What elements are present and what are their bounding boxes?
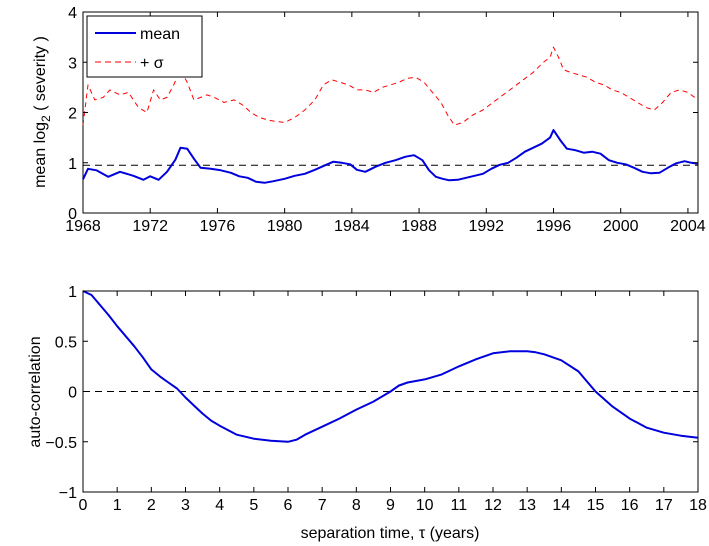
x-tick-label: 8 (352, 497, 361, 514)
y-tick-label: 2 (68, 106, 77, 123)
x-tick-label: 16 (621, 497, 639, 514)
y-tick-label: −0.5 (45, 435, 77, 452)
legend-box (86, 15, 203, 78)
x-tick-label: 1980 (267, 218, 303, 235)
x-tick-label: 11 (451, 497, 468, 514)
series-line-mean (82, 129, 699, 184)
x-tick-label: 9 (386, 497, 395, 514)
y-tick-label: 1 (68, 156, 77, 173)
x-tick-label: 15 (587, 497, 605, 514)
x-tick-label: 2 (147, 497, 156, 514)
x-tick-label: 7 (318, 497, 327, 514)
bottom-x-ticks: 0 1 2 3 4 5 6 7 8 9 10 11 12 13 14 15 16 17 18 (79, 291, 707, 514)
series-line-sigma (82, 46, 699, 126)
top-series-group (82, 46, 699, 184)
top-y-axis-label: mean log2 ( severity ) (32, 36, 53, 188)
top-legend: mean + σ (86, 15, 203, 78)
x-tick-label: 17 (655, 497, 673, 514)
top-y-ticks: 0 1 2 3 4 (68, 5, 698, 223)
x-tick-label: 12 (484, 497, 502, 514)
legend-sigma-label: + σ (140, 55, 164, 72)
y-tick-label: −1 (59, 485, 77, 502)
x-tick-label: 2000 (603, 218, 639, 235)
x-tick-label: 1972 (132, 218, 168, 235)
x-tick-label: 2004 (670, 218, 706, 235)
x-tick-label: 18 (689, 497, 707, 514)
y-tick-label: 0.5 (55, 334, 77, 351)
x-tick-label: 10 (416, 497, 434, 514)
x-tick-label: 0 (79, 497, 88, 514)
x-tick-label: 1988 (401, 218, 437, 235)
y-tick-label: 3 (68, 55, 77, 72)
bottom-y-axis-label: auto-correlation (27, 336, 44, 447)
top-x-ticks: 1968 1972 1976 1980 1984 1988 1992 1996 2000 2004 (65, 12, 706, 235)
x-tick-label: 4 (215, 497, 224, 514)
x-tick-label: 1996 (536, 218, 572, 235)
y-tick-label: 4 (68, 5, 77, 22)
bottom-x-axis-label: separation time, τ (years) (301, 525, 480, 542)
y-tick-label: 0 (68, 385, 77, 402)
y-tick-label: 1 (68, 284, 77, 301)
bottom-series-group (82, 290, 699, 443)
x-tick-label: 14 (552, 497, 570, 514)
x-tick-label: 1984 (334, 218, 370, 235)
legend-mean-label: mean (140, 26, 180, 43)
bottom-panel: 0 1 2 3 4 5 6 7 8 9 10 11 12 13 14 15 16 17 18 −1−0.500.51… (27, 284, 707, 542)
x-tick-label: 1992 (468, 218, 504, 235)
x-tick-label: 13 (518, 497, 536, 514)
x-tick-label: 3 (181, 497, 190, 514)
bottom-y-ticks: −1 −0.5 0 0.5 1 (45, 284, 698, 502)
x-tick-label: 6 (284, 497, 293, 514)
series-line-autocorrelation (82, 290, 699, 443)
x-tick-label: 1 (113, 497, 122, 514)
top-panel: 1968 1972 1976 1980 1984 1988 1992 1996 2000 2004… (32, 5, 706, 235)
y-tick-label: 0 (68, 206, 77, 223)
x-tick-label: 1976 (200, 218, 236, 235)
x-tick-label: 1968 (65, 218, 101, 235)
x-tick-label: 5 (249, 497, 258, 514)
